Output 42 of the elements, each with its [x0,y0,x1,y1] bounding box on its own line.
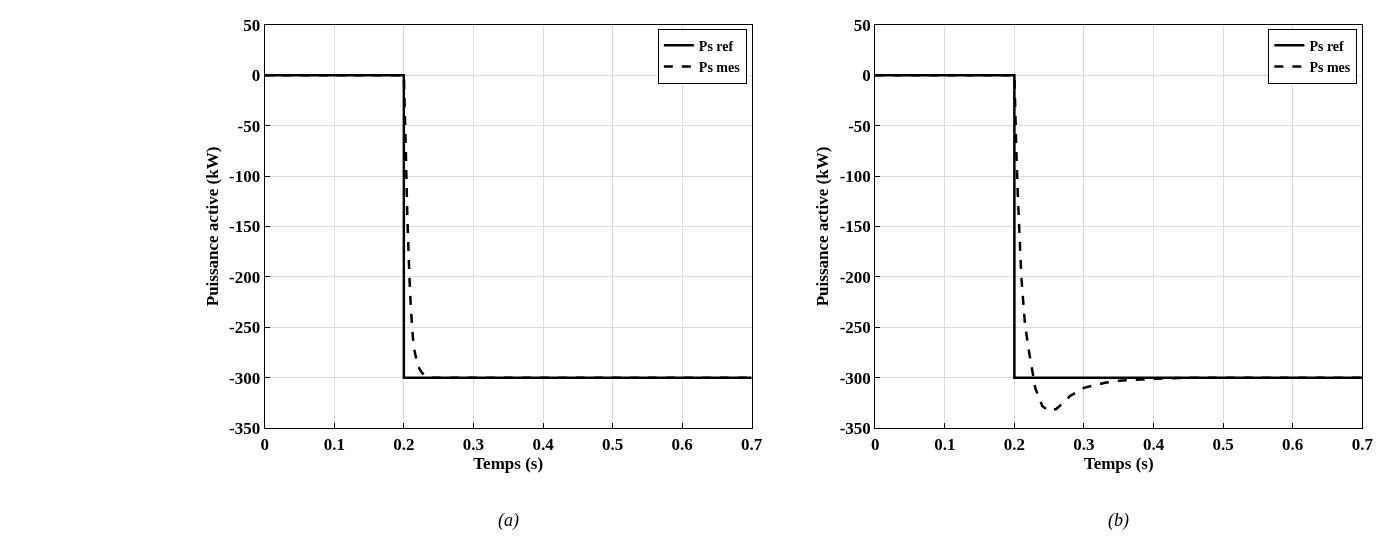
y-tick-label: -150 [229,217,261,237]
y-tick-label: -100 [839,166,871,186]
y-tick-label: -350 [229,419,261,439]
x-tick-label: 0.4 [532,434,555,454]
x-tick-label: 0.7 [1351,434,1374,454]
text: (a) [498,510,519,531]
y-tick-label: 50 [243,15,261,35]
y-tick-label: -200 [229,267,261,287]
x-tick-label: 0.3 [462,434,485,454]
x-tick-label: 0.2 [1003,434,1026,454]
y-tick-label: 50 [853,15,871,35]
x-tick-label: 0.1 [323,434,345,454]
y-tick-label: -50 [848,116,871,136]
legend-label: Ps mes [698,60,741,76]
y-tick-label: -250 [839,318,871,338]
x-tick-label: 0.1 [934,434,956,454]
x-tick-label: 0.6 [671,434,693,454]
y-tick-label: -300 [229,368,261,388]
x-tick-label: 0.2 [393,434,415,454]
y-tick-label: -350 [839,419,871,439]
y-axis-title: Puissance active (kW) [813,146,833,307]
legend-label: Ps ref [698,38,734,54]
legend-label: Ps ref [1309,38,1345,54]
x-tick-label: 0.3 [1073,434,1095,454]
y-tick-label: -100 [229,166,261,186]
x-tick-label: 0.7 [741,434,763,454]
y-tick-label: 0 [862,66,871,86]
text: (b) [1108,510,1129,531]
x-tick-label: 0.5 [1212,434,1234,454]
x-axis-title: Temps (s) [473,454,544,473]
x-tick-label: 0.4 [1142,434,1165,454]
y-tick-label: -250 [229,318,261,338]
y-tick-label: -200 [839,267,871,287]
y-axis-title: Puissance active (kW) [202,146,222,307]
y-tick-label: -150 [839,217,871,237]
x-tick-label: 0.6 [1282,434,1304,454]
y-tick-label: -300 [839,368,871,388]
y-tick-label: 0 [251,66,261,86]
legend-label: Ps mes [1309,60,1351,76]
x-axis-title: Temps (s) [1083,454,1154,473]
x-tick-label: 0.5 [601,434,624,454]
y-tick-label: -50 [237,116,261,136]
